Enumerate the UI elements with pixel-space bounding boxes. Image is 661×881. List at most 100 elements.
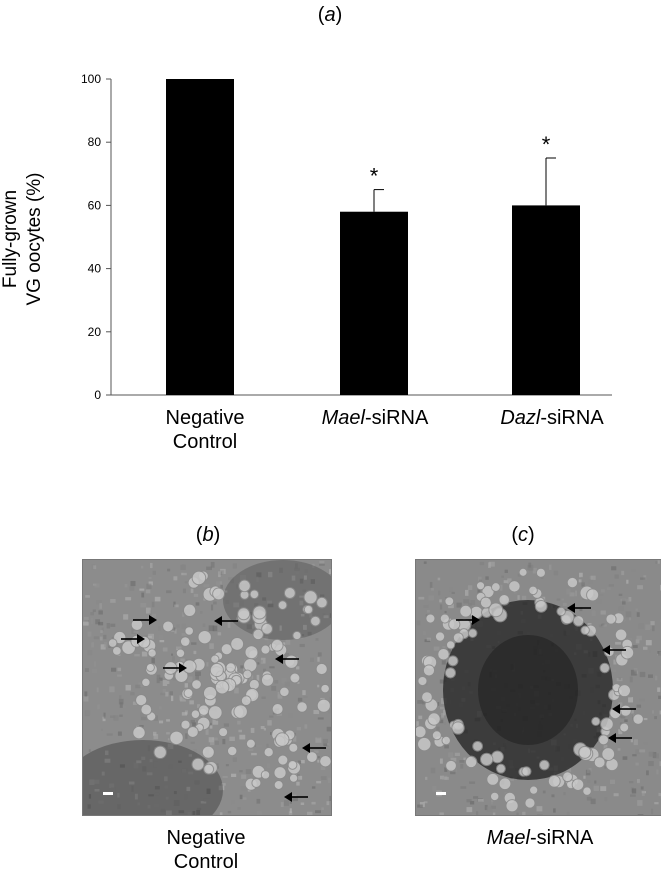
oocyte-spot <box>230 637 245 651</box>
texture-grain <box>101 627 104 632</box>
oocyte-spot <box>218 727 229 738</box>
texture-grain <box>579 607 583 612</box>
texture-grain <box>280 802 284 808</box>
oocyte-spot <box>179 636 191 647</box>
texture-grain <box>561 598 565 601</box>
texture-grain <box>575 590 578 597</box>
texture-grain <box>170 695 174 702</box>
texture-grain <box>304 568 309 573</box>
texture-grain <box>225 600 230 605</box>
oocyte-spot <box>169 730 184 746</box>
texture-grain <box>167 568 171 572</box>
oocyte-spot <box>459 604 473 618</box>
texture-grain <box>148 581 153 586</box>
oocyte-spot <box>479 596 492 609</box>
texture-grain <box>194 780 200 785</box>
texture-grain <box>658 695 661 700</box>
texture-grain <box>637 585 643 590</box>
oocyte-spot <box>445 759 457 772</box>
texture-grain <box>319 563 325 566</box>
texture-grain <box>586 796 592 801</box>
texture-grain <box>439 604 443 610</box>
texture-grain <box>197 704 201 708</box>
oocyte-spot <box>162 620 175 633</box>
texture-grain <box>133 762 139 769</box>
texture-grain <box>157 626 162 632</box>
texture-grain <box>212 719 219 725</box>
oocyte-spot <box>315 662 328 676</box>
micrograph-negative-control <box>82 559 332 816</box>
texture-grain <box>181 712 188 716</box>
texture-grain <box>489 561 495 567</box>
texture-grain <box>103 634 107 640</box>
texture-grain <box>192 722 196 728</box>
oocyte-spot <box>296 701 308 713</box>
texture-grain <box>646 770 649 776</box>
texture-grain <box>313 750 319 753</box>
texture-grain <box>418 715 423 720</box>
texture-grain <box>417 804 423 808</box>
texture-grain <box>460 786 467 789</box>
texture-grain <box>232 563 237 569</box>
texture-grain <box>240 574 246 581</box>
y-tick-label-20: 20 <box>88 325 102 339</box>
texture-grain <box>650 621 655 626</box>
texture-grain <box>285 652 290 657</box>
texture-grain <box>609 779 616 785</box>
texture-grain <box>99 603 102 609</box>
oocyte-spot <box>277 754 289 766</box>
texture-grain <box>642 646 648 650</box>
texture-grain <box>182 588 187 594</box>
texture-grain <box>208 737 215 743</box>
texture-grain <box>521 595 527 600</box>
texture-grain <box>146 772 153 776</box>
texture-grain <box>448 587 454 592</box>
oocyte-spot <box>277 600 288 610</box>
texture-grain <box>124 712 128 719</box>
texture-grain <box>99 636 103 641</box>
significance-marker-1: * <box>370 164 379 189</box>
texture-grain <box>583 762 588 766</box>
texture-grain <box>283 800 290 806</box>
bar-1 <box>340 211 408 395</box>
panel-c-label: (c) <box>511 524 535 546</box>
texture-grain <box>439 706 445 710</box>
texture-grain <box>230 579 235 584</box>
texture-grain <box>267 571 273 578</box>
texture-grain <box>160 808 166 813</box>
oocyte-spot <box>135 694 148 707</box>
texture-grain <box>653 753 660 759</box>
texture-grain <box>128 781 135 785</box>
texture-grain <box>588 768 592 772</box>
oocyte-spot <box>273 766 287 780</box>
dark-region <box>478 635 578 745</box>
texture-grain <box>187 811 191 815</box>
texture-grain <box>227 621 231 628</box>
texture-grain <box>93 661 97 667</box>
texture-grain <box>430 767 436 774</box>
texture-grain <box>162 680 168 687</box>
texture-grain <box>221 783 226 786</box>
texture-grain <box>590 575 596 580</box>
texture-grain <box>210 739 215 746</box>
texture-grain <box>83 616 89 622</box>
texture-grain <box>151 657 155 664</box>
oocyte-spot <box>209 662 224 678</box>
texture-grain <box>586 769 590 774</box>
texture-grain <box>136 760 142 764</box>
texture-grain <box>117 674 122 677</box>
category-gene-name: Dazl <box>500 407 541 429</box>
texture-grain <box>139 588 145 591</box>
texture-grain <box>499 584 503 591</box>
oocyte-spot <box>617 684 632 698</box>
texture-grain <box>162 647 168 652</box>
texture-grain <box>591 610 596 617</box>
texture-grain <box>184 581 189 584</box>
texture-grain <box>439 812 444 815</box>
oocyte-spot <box>528 585 538 596</box>
texture-grain <box>636 635 642 641</box>
texture-grain <box>621 570 625 576</box>
texture-grain <box>423 561 427 564</box>
texture-grain <box>83 695 89 702</box>
texture-grain <box>443 722 447 725</box>
